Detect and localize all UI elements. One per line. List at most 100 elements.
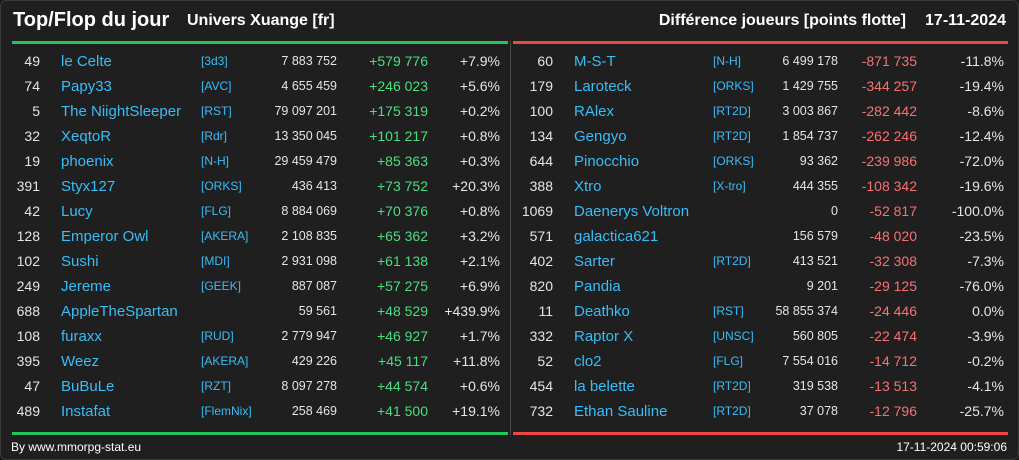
guild-tag-link[interactable]: [ORKS] xyxy=(713,154,754,168)
player-name-link[interactable]: Deathko xyxy=(574,303,630,320)
difference-cell: -48 020 xyxy=(869,228,917,244)
difference-cell: +85 363 xyxy=(377,153,428,169)
percent-cell: -7.3% xyxy=(967,253,1004,269)
points-cell: 93 362 xyxy=(799,154,838,168)
guild-tag-link[interactable]: [FLG] xyxy=(713,354,744,368)
points-cell: 319 538 xyxy=(792,379,838,393)
guild-tag-link[interactable]: [RT2D] xyxy=(713,104,751,118)
player-name-link[interactable]: Emperor Owl xyxy=(61,228,149,245)
guild-tag-link[interactable]: [AKERA] xyxy=(201,229,249,243)
player-name-link[interactable]: Weez xyxy=(61,353,100,370)
player-name-link[interactable]: Jereme xyxy=(61,278,112,295)
guild-tag-link[interactable]: [UNSC] xyxy=(713,329,754,343)
guild-tag-link[interactable]: [GEEK] xyxy=(201,279,242,293)
difference-cell: +45 117 xyxy=(378,353,428,369)
player-name-link[interactable]: clo2 xyxy=(574,353,602,370)
guild-tag-link[interactable]: [RST] xyxy=(713,304,744,318)
guild-tag-link[interactable]: [RT2D] xyxy=(713,404,751,418)
player-name-link[interactable]: phoenix xyxy=(61,153,114,170)
rank-cell: 332 xyxy=(529,328,553,344)
points-cell: 79 097 201 xyxy=(274,104,337,118)
difference-cell: +48 529 xyxy=(377,303,428,319)
difference-cell: +61 138 xyxy=(377,253,428,269)
player-name-link[interactable]: Raptor X xyxy=(574,328,634,345)
header: Top/Flop du jour Univers Xuange [fr] Dif… xyxy=(1,1,1018,39)
rank-cell: 128 xyxy=(16,228,40,244)
player-name-link[interactable]: Styx127 xyxy=(61,178,116,195)
guild-tag-link[interactable]: [RZT] xyxy=(201,379,231,393)
percent-cell: -19.6% xyxy=(959,178,1004,194)
player-name-link[interactable]: le Celte xyxy=(61,53,112,70)
difference-cell: -871 735 xyxy=(861,53,917,69)
guild-tag-link[interactable]: [AKERA] xyxy=(201,354,249,368)
points-cell: 7 883 752 xyxy=(281,54,337,68)
player-name-link[interactable]: BuBuLe xyxy=(61,378,115,395)
rank-cell: 100 xyxy=(529,103,553,119)
player-name-link[interactable]: Papy33 xyxy=(61,78,112,95)
rank-cell: 732 xyxy=(529,403,553,419)
difference-cell: +41 500 xyxy=(377,403,428,419)
player-name-link[interactable]: Instafat xyxy=(61,403,111,420)
difference-cell: +57 275 xyxy=(377,278,428,294)
points-cell: 8 097 278 xyxy=(281,379,337,393)
guild-tag-link[interactable]: [X-tro] xyxy=(713,179,746,193)
flop-row: 402 Sarter [RT2D] 413 521 -32 308 -7.3% xyxy=(513,249,1008,274)
player-name-link[interactable]: RAlex xyxy=(574,103,615,120)
footer: By www.mmorpg-stat.eu 17-11-2024 00:59:0… xyxy=(1,437,1018,459)
guild-tag-link[interactable]: [ORKS] xyxy=(201,179,242,193)
difference-cell: +175 319 xyxy=(369,103,428,119)
player-name-link[interactable]: galactica621 xyxy=(574,228,659,245)
page-title: Top/Flop du jour xyxy=(13,9,170,31)
flop-row: 52 clo2 [FLG] 7 554 016 -14 712 -0.2% xyxy=(513,349,1008,374)
guild-tag-link[interactable]: [N-H] xyxy=(201,154,229,168)
rank-cell: 11 xyxy=(538,303,553,319)
player-name-link[interactable]: Laroteck xyxy=(574,78,632,95)
difference-cell: -262 246 xyxy=(861,128,917,144)
flop-row: 1069 Daenerys Voltron 0 -52 817 -100.0% xyxy=(513,199,1008,224)
guild-tag-link[interactable]: [RT2D] xyxy=(713,254,751,268)
player-name-link[interactable]: la belette xyxy=(574,378,635,395)
player-name-link[interactable]: Sarter xyxy=(574,253,615,270)
points-cell: 1 429 755 xyxy=(782,79,838,93)
player-name-link[interactable]: XeqtoR xyxy=(61,128,112,145)
percent-cell: +0.2% xyxy=(459,103,500,119)
player-name-link[interactable]: Pandia xyxy=(574,278,621,295)
guild-tag-link[interactable]: [FLG] xyxy=(201,204,232,218)
player-name-link[interactable]: Pinocchio xyxy=(574,153,640,170)
guild-tag-link[interactable]: [RUD] xyxy=(201,329,234,343)
player-name-link[interactable]: Gengyo xyxy=(574,128,627,145)
guild-tag-link[interactable]: [FlemNix] xyxy=(201,404,252,418)
difference-cell: -239 986 xyxy=(861,153,917,169)
points-cell: 1 854 737 xyxy=(782,129,838,143)
player-name-link[interactable]: The NiightSleeper xyxy=(61,103,182,120)
credit-link[interactable]: By www.mmorpg-stat.eu xyxy=(11,440,142,454)
rank-cell: 402 xyxy=(529,253,553,269)
player-name-link[interactable]: Daenerys Voltron xyxy=(574,203,690,220)
rank-cell: 60 xyxy=(537,53,553,69)
player-name-link[interactable]: M-S-T xyxy=(574,53,616,70)
player-name-link[interactable]: Lucy xyxy=(61,203,93,220)
guild-tag-link[interactable]: [RT2D] xyxy=(713,129,751,143)
guild-tag-link[interactable]: [AVC] xyxy=(201,79,232,93)
guild-tag-link[interactable]: [N-H] xyxy=(713,54,741,68)
player-name-link[interactable]: furaxx xyxy=(61,328,102,345)
top-row: 19 phoenix [N-H] 29 459 479 +85 363 +0.3% xyxy=(12,149,508,174)
guild-tag-link[interactable]: [RST] xyxy=(201,104,232,118)
guild-tag-link[interactable]: [ORKS] xyxy=(713,79,754,93)
player-name-link[interactable]: AppleTheSpartan xyxy=(61,303,178,320)
difference-cell: -29 125 xyxy=(869,278,917,294)
percent-cell: -11.8% xyxy=(960,53,1004,69)
guild-tag-link[interactable]: [MDI] xyxy=(201,254,230,268)
guild-tag-link[interactable]: [3d3] xyxy=(201,54,228,68)
percent-cell: +3.2% xyxy=(459,228,500,244)
percent-cell: -23.5% xyxy=(959,228,1004,244)
guild-tag-link[interactable]: [RT2D] xyxy=(713,379,751,393)
player-name-link[interactable]: Xtro xyxy=(574,178,602,195)
guild-tag-link[interactable]: [Rdr] xyxy=(201,129,228,143)
description-label: Différence joueurs [points flotte] xyxy=(658,12,906,29)
flop-row: 134 Gengyo [RT2D] 1 854 737 -262 246 -12.4% xyxy=(513,124,1008,149)
difference-cell: +101 217 xyxy=(369,128,428,144)
player-name-link[interactable]: Ethan Sauline xyxy=(574,403,668,420)
player-name-link[interactable]: Sushi xyxy=(61,253,99,270)
